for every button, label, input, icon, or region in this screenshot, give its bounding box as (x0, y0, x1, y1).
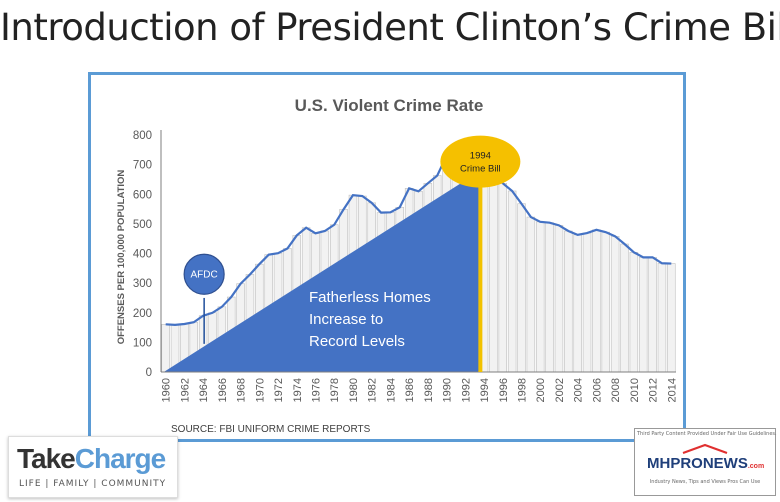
x-tick-label-1990: 1990 (442, 378, 454, 402)
y-tick-label-500: 500 (133, 219, 152, 231)
takecharge-wordmark: TakeCharge (17, 443, 166, 475)
bar-2005 (582, 232, 592, 373)
x-tick-label-1988: 1988 (423, 378, 435, 402)
x-tick-label-1964: 1964 (198, 378, 210, 402)
y-tick-label-200: 200 (133, 308, 152, 320)
roof-icon (682, 443, 728, 455)
svg-text:MHPRONEWS.com: MHPRONEWS.com (647, 455, 764, 472)
x-tick-label-2012: 2012 (648, 378, 660, 402)
bar-2006 (592, 229, 601, 373)
bar-2011 (638, 257, 648, 373)
y-tick-label-800: 800 (133, 130, 152, 142)
bar-1995 (489, 168, 498, 373)
x-tick-label-1962: 1962 (179, 378, 191, 402)
x-tick-label-2014: 2014 (666, 378, 678, 402)
x-tick-label-1984: 1984 (385, 378, 397, 402)
x-tick-label-2002: 2002 (554, 378, 566, 402)
x-tick-label-2004: 2004 (573, 378, 585, 402)
violent-crime-line (165, 146, 672, 326)
bar-2001 (545, 222, 554, 373)
x-tick-label-1966: 1966 (217, 378, 229, 402)
mhp-suffix: .com (748, 463, 764, 470)
afdc-label: AFDC (191, 270, 218, 281)
bar-1997 (507, 190, 517, 373)
mhp-tagline: Industry News, Tips and Views Pros Can U… (649, 479, 761, 485)
crime-bill-year: 1994 (470, 151, 491, 162)
bar-2000 (535, 221, 545, 373)
chart-title: U.S. Violent Crime Rate (295, 96, 484, 115)
x-tick-label-2010: 2010 (629, 378, 641, 402)
x-tick-label-1986: 1986 (404, 378, 416, 402)
x-tick-label-2006: 2006 (591, 378, 603, 402)
bar-2004 (573, 234, 582, 373)
y-tick-label-300: 300 (133, 278, 152, 290)
x-tick-label-1970: 1970 (254, 378, 266, 402)
x-tick-label-1972: 1972 (273, 378, 285, 402)
triangle-text-line-2: Increase to (309, 311, 383, 328)
bar-1960 (161, 324, 170, 373)
x-tick-label-1960: 1960 (161, 378, 173, 402)
bar-1998 (517, 203, 526, 373)
chart-frame: U.S. Violent Crime Rate Fatherless Homes… (88, 72, 686, 442)
takecharge-word-take: Take (17, 443, 76, 474)
x-tick-label-1994: 1994 (479, 378, 491, 402)
y-tick-label-700: 700 (133, 160, 152, 172)
slide-title: Introduction of President Clinton’s Crim… (0, 6, 780, 49)
takecharge-logo: TakeCharge LIFE | FAMILY | COMMUNITY (8, 436, 178, 498)
x-tick-label-1992: 1992 (460, 378, 472, 402)
x-tick-label-1968: 1968 (236, 378, 248, 402)
bar-2009 (620, 243, 629, 373)
triangle-text-line-1: Fatherless Homes (309, 289, 431, 306)
source-note: SOURCE: FBI UNIFORM CRIME REPORTS (171, 424, 371, 435)
bar-2013 (657, 262, 667, 373)
bar-2014 (667, 263, 676, 373)
mhpronews-wordmark: MHPRONEWS.com (647, 443, 764, 472)
mhpronews-logo: Third Party Content Provided Under Fair … (634, 428, 777, 496)
violent-crime-chart: U.S. Violent Crime Rate Fatherless Homes… (116, 96, 678, 435)
bar-1996 (498, 182, 508, 373)
y-tick-label-100: 100 (133, 337, 152, 349)
crime-bill-label: Crime Bill (460, 164, 501, 175)
x-tick-label-1998: 1998 (517, 378, 529, 402)
x-tick-label-2008: 2008 (610, 378, 622, 402)
x-tick-label-1980: 1980 (348, 378, 360, 402)
bar-2002 (554, 225, 564, 373)
x-tick-label-1996: 1996 (498, 378, 510, 402)
bar-2003 (564, 230, 573, 373)
y-axis-label: OFFENSES PER 100,000 POPULATION (116, 170, 127, 345)
takecharge-word-charge: Charge (74, 443, 166, 474)
y-tick-label-0: 0 (146, 367, 152, 379)
fair-use-notice: Third Party Content Provided Under Fair … (637, 431, 777, 437)
x-tick-label-1982: 1982 (367, 378, 379, 402)
x-tick-label-1974: 1974 (292, 378, 304, 402)
bar-2010 (629, 252, 639, 373)
bar-2008 (610, 236, 620, 373)
triangle-text-line-3: Record Levels (309, 333, 405, 350)
bar-1999 (526, 216, 536, 373)
x-tick-label-1978: 1978 (329, 378, 341, 402)
crime-bill-bubble (440, 135, 521, 188)
x-tick-label-2000: 2000 (535, 378, 547, 402)
bar-2012 (648, 257, 657, 373)
y-tick-label-400: 400 (133, 249, 152, 261)
crime-bill-marker-line (478, 164, 483, 372)
bar-2007 (601, 231, 611, 373)
y-tick-label-600: 600 (133, 189, 152, 201)
x-tick-label-1976: 1976 (311, 378, 323, 402)
takecharge-tagline: LIFE | FAMILY | COMMUNITY (19, 479, 167, 489)
mhp-name: MHPRONEWS (647, 455, 748, 472)
afdc-bubble (183, 253, 225, 295)
